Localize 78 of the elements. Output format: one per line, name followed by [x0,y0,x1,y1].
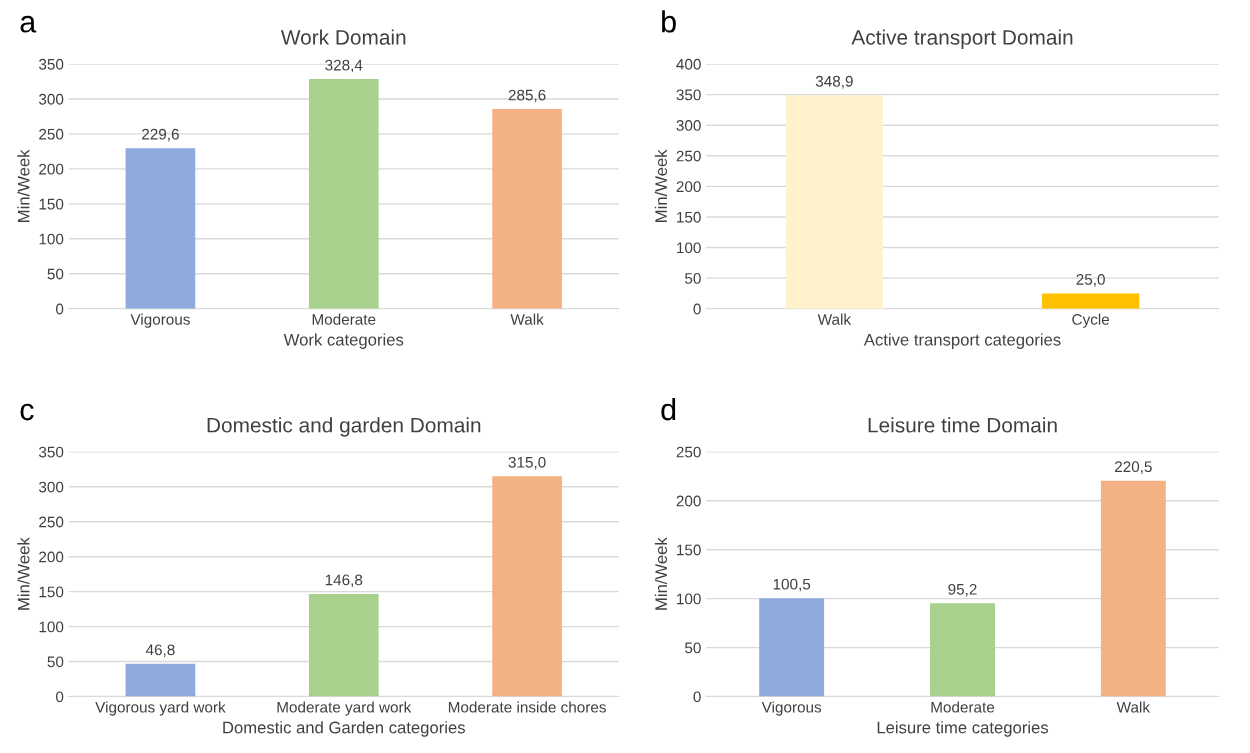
y-tick-label: 100 [39,621,64,633]
text: b [662,10,676,33]
y-tick-label: 200 [39,163,64,175]
data-label: 229,6 [142,128,179,142]
chart-title: Work Domain [280,29,406,45]
x-tick-label: Vigorous [761,701,822,716]
text: a [20,15,37,33]
x-tick-label: Moderate [312,313,376,325]
y-tick-label: 100 [677,242,701,254]
bar [930,603,995,697]
chart-title: Active transport Domain [851,29,1073,49]
bar [759,598,825,697]
y-tick-label: 250 [676,446,701,458]
x-tick-label: Cycle [1072,313,1110,328]
x-tick-label: Moderate yard work [277,701,412,716]
data-label: 46,8 [145,644,175,658]
y-tick-label: 200 [676,495,701,507]
text: c [20,403,34,421]
bar [125,148,196,309]
y-tick-label: 350 [38,446,64,458]
x-tick-label: Moderate [931,701,995,713]
x-axis-title: Domestic and Garden categories [223,721,465,737]
y-tick-label: 0 [693,691,701,703]
y-axis-title: Min/Week [17,149,30,222]
y-tick-label: 300 [38,93,64,105]
data-label: 25,0 [1076,274,1105,287]
y-tick-label: 200 [676,181,701,193]
x-tick-label: Vigorous yard work [95,701,226,716]
x-tick-label: Vigorous [130,313,190,328]
chart-title: Leisure time Domain [868,417,1057,433]
y-tick-label: 100 [677,593,701,605]
bar [492,109,562,309]
x-tick-label: Walk [817,313,852,325]
data-label: 328,4 [325,59,363,73]
y-tick-label: 350 [38,58,64,70]
y-tick-label: 400 [676,58,701,70]
data-label: 220,5 [1114,461,1152,474]
y-tick-label: 0 [693,303,701,315]
y-axis-title: Min/Week [17,537,30,610]
data-label: 95,2 [948,583,977,597]
bar [308,79,379,309]
y-tick-label: 150 [677,211,701,223]
y-axis-title: Min/Week [654,537,668,610]
x-tick-label: Moderate inside chores [448,701,606,713]
data-label: 285,6 [508,89,546,103]
y-tick-label: 350 [676,89,701,101]
data-label: 315,0 [508,456,546,470]
data-label: 100,5 [773,578,811,592]
x-axis-title: Work categories [283,333,404,349]
y-tick-label: 250 [676,150,701,162]
data-label: 146,8 [325,574,363,588]
data-label: 348,9 [815,75,853,89]
y-tick-label: 50 [47,656,64,668]
text: d [661,397,676,421]
y-tick-label: 50 [685,273,701,284]
y-tick-label: 250 [39,128,64,140]
y-tick-label: 100 [39,233,64,245]
y-tick-label: 50 [685,642,701,654]
x-tick-label: Walk [1116,701,1151,713]
y-tick-label: 300 [38,481,64,493]
x-axis-title: Active transport categories [863,333,1061,349]
x-tick-label: Walk [510,313,544,325]
y-tick-label: 300 [676,120,701,131]
y-tick-label: 200 [39,551,64,563]
y-tick-label: 50 [47,268,64,280]
y-tick-label: 150 [39,198,64,210]
bar [1100,480,1166,697]
y-tick-label: 150 [39,586,64,598]
y-tick-label: 250 [39,516,64,528]
y-tick-label: 0 [55,691,64,703]
bar [492,476,562,697]
y-axis-title: Min/Week [654,149,668,222]
bar [125,663,196,697]
bar [308,593,379,697]
y-tick-label: 0 [55,303,64,315]
y-tick-label: 150 [677,544,701,556]
x-axis-title: Leisure time categories [877,721,1049,737]
chart-title: Domestic and garden Domain [207,417,481,437]
